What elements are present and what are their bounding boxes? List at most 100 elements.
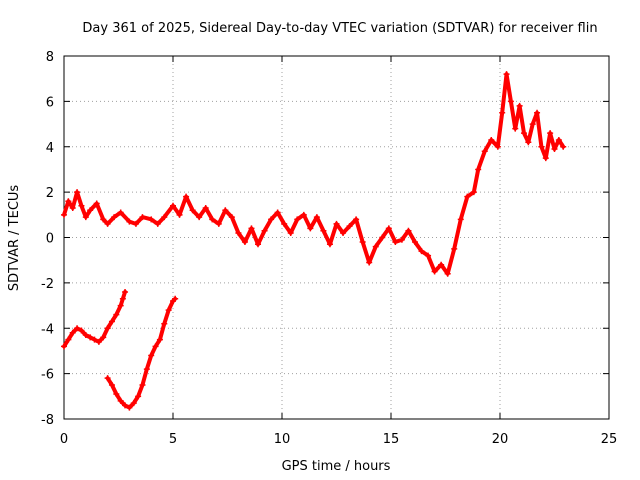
data-point-marker (108, 318, 115, 325)
data-point-marker (78, 202, 85, 209)
data-point-marker (438, 261, 445, 268)
data-point-marker (161, 320, 168, 327)
data-point-marker (74, 325, 81, 332)
data-point-marker (122, 402, 129, 409)
data-point-marker (457, 216, 464, 223)
data-point-marker (93, 200, 100, 207)
x-tick-label: 0 (60, 432, 68, 447)
data-point-marker (359, 239, 366, 246)
data-point-marker (333, 220, 340, 227)
data-point-marker (189, 207, 196, 214)
data-point-marker (108, 381, 115, 388)
data-point-marker (130, 400, 137, 407)
y-tick-label: -4 (41, 322, 54, 337)
data-point-marker (411, 239, 418, 246)
data-point-marker (307, 225, 314, 232)
data-point-marker (235, 229, 242, 236)
data-point-marker (320, 227, 327, 234)
data-point-marker (512, 125, 519, 132)
data-point-marker (294, 216, 301, 223)
data-point-marker (525, 139, 532, 146)
series-line-main (62, 72, 566, 276)
data-point-marker (255, 241, 262, 248)
data-point-marker (69, 205, 76, 212)
data-point-marker (113, 311, 120, 318)
data-point-marker (392, 239, 399, 246)
data-point-marker (470, 189, 477, 196)
x-tick-label: 5 (169, 432, 177, 447)
data-point-marker (222, 207, 229, 214)
axis-ticks: 0 5 10 15 20 25 -8 -6 -4 -2 0 2 4 6 8 (41, 50, 617, 447)
data-point-marker (366, 259, 373, 266)
data-point-marker (287, 229, 294, 236)
data-point-marker (372, 243, 379, 250)
data-point-marker (170, 202, 176, 209)
data-point-marker (156, 336, 163, 343)
data-point-marker (87, 207, 94, 214)
data-point-marker (65, 336, 72, 343)
y-tick-label: -6 (41, 368, 54, 383)
data-point-marker (274, 209, 281, 216)
data-point-marker (353, 216, 360, 223)
data-point-marker (444, 270, 451, 277)
y-tick-label: 0 (46, 232, 54, 247)
data-point-marker (529, 121, 536, 128)
data-point-marker (113, 391, 120, 398)
data-point-marker (520, 130, 527, 137)
chart-title: Day 361 of 2025, Sidereal Day-to-day VTE… (82, 21, 597, 36)
y-tick-label: -8 (41, 413, 54, 428)
data-point-marker (326, 241, 333, 248)
data-point-marker (398, 236, 405, 243)
y-tick-label: 4 (46, 141, 54, 156)
data-point-marker (215, 220, 222, 227)
y-tick-label: 8 (46, 50, 54, 65)
data-point-marker (340, 229, 347, 236)
data-point-marker (209, 216, 216, 223)
x-tick-label: 10 (274, 432, 291, 447)
x-axis-label: GPS time / hours (282, 459, 391, 474)
data-point-marker (132, 220, 139, 227)
data-point-marker (431, 268, 438, 275)
data-point-marker (488, 136, 495, 143)
data-point-marker (100, 216, 107, 223)
data-point-marker (507, 98, 514, 105)
data-point-marker (61, 211, 67, 218)
y-axis-label: SDTVAR / TECUs (7, 185, 22, 292)
data-point-marker (503, 71, 510, 78)
data-point-marker (451, 245, 458, 252)
data-point-marker (104, 220, 111, 227)
data-point-marker (538, 143, 545, 150)
data-point-marker (111, 214, 118, 221)
x-tick-label: 15 (383, 432, 400, 447)
data-point-marker (551, 146, 558, 153)
data-point-marker (143, 366, 150, 373)
data-point-marker (560, 143, 567, 150)
data-point-marker (346, 223, 353, 230)
data-point-marker (61, 343, 67, 350)
data-point-marker (475, 166, 482, 173)
data-point-marker (165, 307, 172, 314)
data-point-marker (176, 211, 183, 218)
x-tick-label: 20 (492, 432, 509, 447)
data-point-marker (74, 189, 81, 196)
data-point-marker (100, 334, 107, 341)
x-tick-label: 25 (601, 432, 618, 447)
data-point-marker (148, 216, 155, 223)
data-point-marker (183, 193, 190, 200)
data-point-marker (104, 375, 111, 382)
data-point-marker (268, 216, 275, 223)
y-tick-label: 6 (46, 95, 54, 110)
data-point-marker (65, 198, 72, 205)
data-point-marker (228, 214, 235, 221)
data-point-marker (139, 381, 146, 388)
data-point-marker (135, 393, 142, 400)
data-point-marker (139, 214, 146, 221)
data-point-marker (122, 288, 129, 295)
data-point-marker (555, 136, 562, 143)
data-point-marker (202, 205, 209, 212)
data-point-marker (126, 218, 133, 225)
data-point-marker (87, 334, 94, 341)
data-point-marker (494, 143, 501, 150)
data-point-marker (95, 338, 102, 345)
